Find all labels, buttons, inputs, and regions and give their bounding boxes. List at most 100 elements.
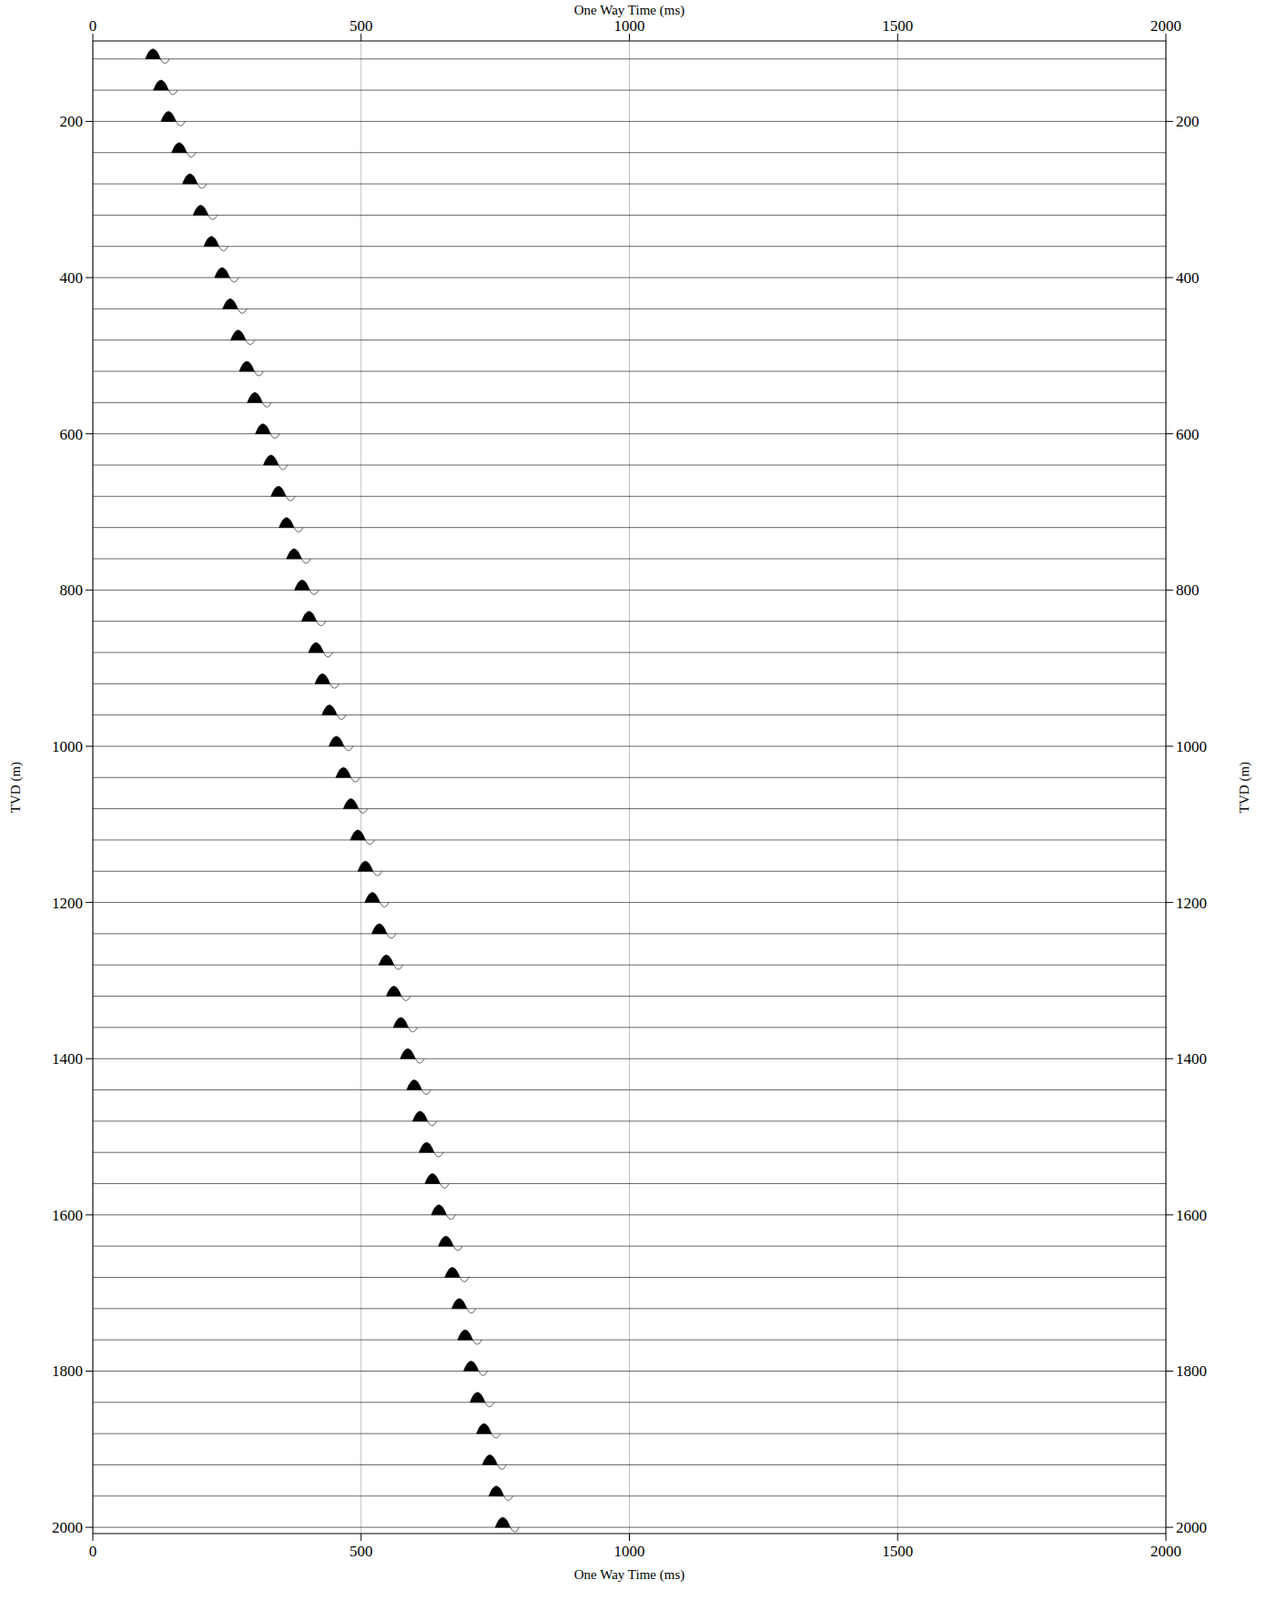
first-arrival (145, 49, 162, 60)
trace (92, 1339, 1166, 1341)
tick (897, 1533, 899, 1541)
tick (92, 1533, 94, 1541)
trough (439, 1184, 449, 1189)
tick (85, 277, 93, 279)
tick (1165, 1533, 1167, 1541)
trace (92, 589, 1166, 591)
trace (92, 308, 1166, 310)
tick-label: 500 (349, 17, 374, 35)
tick-label: 2000 (1150, 17, 1182, 35)
trough (344, 746, 354, 751)
trough (358, 809, 368, 814)
tick (628, 1533, 630, 1541)
axis-title: One Way Time (ms) (574, 1567, 685, 1583)
trace (92, 1464, 1166, 1466)
first-arrival (418, 1142, 435, 1153)
tick-label: 400 (60, 269, 84, 287)
tick (85, 1214, 93, 1216)
trace (92, 1527, 1166, 1529)
trough (485, 1402, 495, 1408)
first-arrival (231, 330, 247, 341)
trace (92, 1245, 1166, 1247)
trough (386, 933, 396, 939)
first-arrival (463, 1360, 479, 1371)
first-arrival (172, 142, 188, 153)
trough (175, 121, 185, 126)
trough (309, 589, 319, 595)
trace (92, 277, 1166, 279)
trace (92, 339, 1166, 341)
trough (245, 340, 255, 345)
trace (92, 1152, 1166, 1154)
first-arrival (222, 298, 239, 309)
tick-label: 1800 (1175, 1362, 1207, 1380)
tick-label: 600 (60, 425, 84, 444)
tick-label: 1600 (51, 1206, 83, 1225)
trace (92, 496, 1166, 497)
tick-label: 0 (89, 1542, 98, 1560)
trace (92, 683, 1166, 685)
trace (92, 1026, 1166, 1028)
chart: 0050050010001000150015002000200020020040… (0, 0, 1266, 1600)
tick (85, 1058, 93, 1060)
trough (293, 527, 304, 533)
first-arrival (308, 642, 325, 653)
tick-label: 400 (1175, 269, 1200, 287)
trace (92, 433, 1166, 435)
first-arrival (322, 705, 338, 716)
trace (92, 526, 1166, 528)
first-arrival (372, 923, 388, 934)
first-arrival (192, 204, 209, 215)
tick-label: 600 (1175, 425, 1200, 444)
trace (92, 1183, 1166, 1185)
tick (92, 33, 94, 41)
first-arrival (294, 579, 311, 590)
trace (92, 777, 1166, 779)
trough (336, 715, 346, 720)
trough (323, 652, 333, 658)
trough (401, 996, 411, 1002)
trough (270, 434, 280, 439)
trough (330, 683, 340, 689)
trough (496, 1464, 507, 1469)
tick (1165, 277, 1174, 279)
tick-label: 2000 (1150, 1542, 1182, 1560)
tick-label: 1500 (881, 17, 913, 35)
first-arrival (457, 1329, 474, 1340)
tick-label: 1500 (881, 1542, 913, 1560)
trace (92, 839, 1166, 841)
tick (85, 1370, 93, 1372)
trough (219, 246, 229, 252)
trough (278, 465, 288, 470)
trace (92, 557, 1166, 559)
first-arrival (161, 111, 177, 122)
tick (360, 33, 362, 41)
first-arrival (488, 1486, 505, 1497)
tick (85, 745, 93, 747)
tick (1165, 1370, 1174, 1372)
tick (1165, 1527, 1174, 1529)
trough (186, 152, 196, 158)
first-arrival (431, 1205, 447, 1216)
tick-label: 1000 (614, 1542, 646, 1560)
trough (394, 964, 404, 970)
first-arrival (286, 548, 303, 559)
tick-label: 1400 (1175, 1050, 1207, 1068)
first-arrival (469, 1392, 486, 1403)
trace (92, 183, 1166, 185)
first-arrival (425, 1174, 441, 1185)
trough (472, 1339, 482, 1345)
first-arrival (495, 1517, 511, 1528)
first-arrival (438, 1235, 455, 1246)
tick-label: 1400 (51, 1050, 83, 1068)
trace (92, 90, 1166, 92)
first-arrival (385, 986, 402, 997)
first-arrival (314, 673, 331, 684)
tick-label: 1800 (51, 1362, 83, 1380)
trough (504, 1496, 514, 1501)
first-arrival (335, 767, 352, 778)
first-arrival (378, 954, 395, 965)
trace (92, 1120, 1166, 1122)
tick (897, 33, 899, 41)
trace (92, 1089, 1166, 1091)
